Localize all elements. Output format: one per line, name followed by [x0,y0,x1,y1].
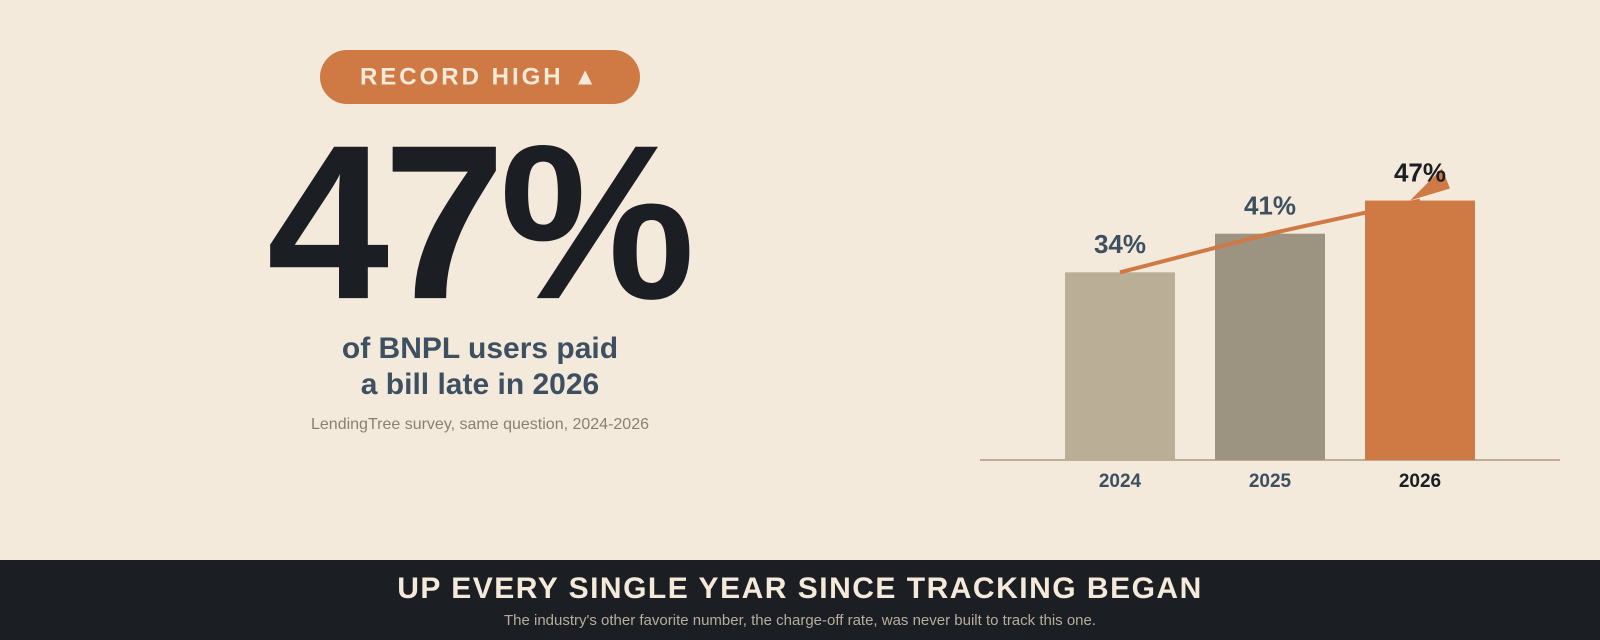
value-label: 47% [1394,157,1446,187]
headline: 47% [267,99,690,345]
source: LendingTree survey, same question, 2024-… [311,416,649,433]
subtitle-line: of BNPL users paid [342,332,618,365]
footer [0,560,1600,640]
value-label: 41% [1244,191,1296,221]
value-label: 34% [1094,229,1146,259]
bar-chart: 34% 2024 41% 2025 47% 2026 [1065,157,1475,492]
footer-title: UP EVERY SINGLE YEAR SINCE TRACKING BEGA… [397,572,1203,605]
subtitle-line: a bill late in 2026 [361,368,599,401]
badge [320,50,640,104]
bar [1065,272,1175,460]
bar [1215,233,1325,460]
badge-text: RECORD HIGH ▲ [360,63,600,90]
x-tick-label: 2026 [1399,471,1441,492]
bar [1365,200,1475,460]
x-tick-label: 2024 [1099,471,1142,492]
trend-line [1119,198,1421,275]
footer-note: The industry's other favorite number, th… [504,612,1096,629]
x-tick-label: 2025 [1249,471,1292,492]
trend-arrow [1410,168,1450,201]
